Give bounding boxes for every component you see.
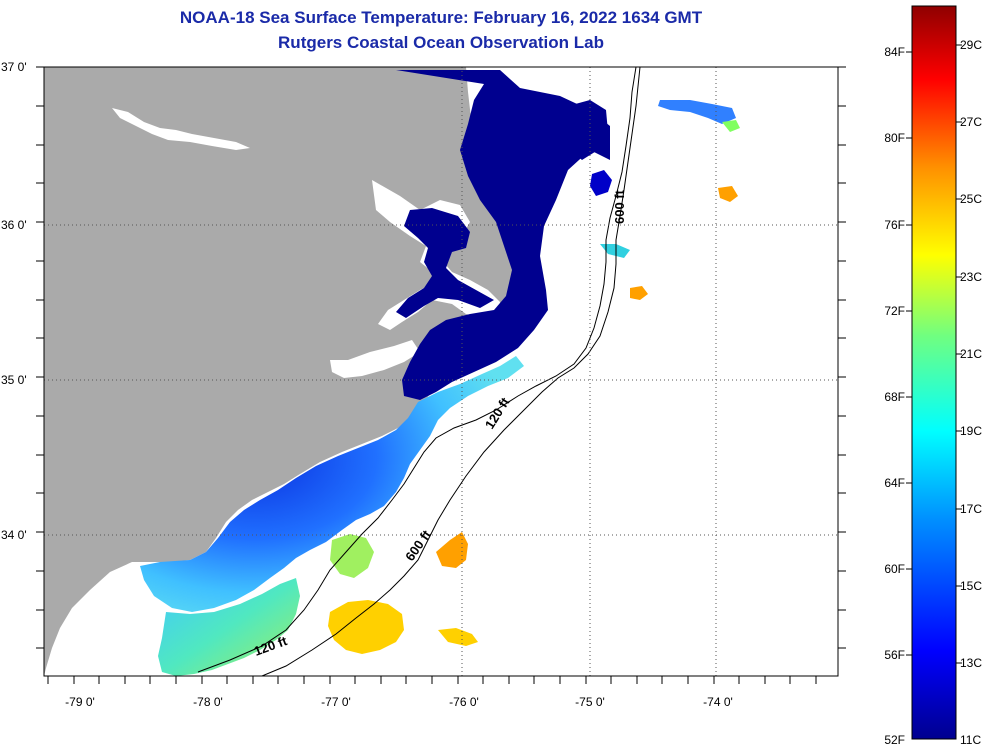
- sst-cold-patch-north: [566, 100, 608, 160]
- colorbar-c-label: 13C: [960, 656, 982, 670]
- colorbar-f-label: 68F: [884, 390, 905, 404]
- lon-label: -75 0': [575, 695, 605, 709]
- graticule: [44, 67, 838, 676]
- title-line-1: NOAA-18 Sea Surface Temperature: Februar…: [179, 8, 703, 27]
- colorbar-f-label: 84F: [884, 45, 905, 59]
- contour-120ft: [197, 67, 637, 673]
- contour-label-600ft-north: 600 ft: [612, 189, 627, 224]
- sst-warm-patch-2: [436, 532, 468, 568]
- colorbar-f-label: 56F: [884, 648, 905, 662]
- colorbar-c-label: 17C: [960, 502, 982, 516]
- lat-label: 36 0': [1, 218, 27, 232]
- colorbar-f-label: 76F: [884, 218, 905, 232]
- colorbar: [911, 5, 957, 740]
- sst-warm-patch-4: [630, 286, 648, 300]
- colorbar-f-label: 64F: [884, 476, 905, 490]
- colorbar-c-label: 15C: [960, 579, 982, 593]
- sst-southern-water: [158, 578, 300, 676]
- lat-label: 34 0': [1, 528, 27, 542]
- lon-label: -76 0': [449, 695, 479, 709]
- map-frame: [43, 66, 839, 677]
- colorbar-c-label: 23C: [960, 270, 982, 284]
- colorbar-c-label: 27C: [960, 115, 982, 129]
- albemarle-sound: [112, 108, 250, 150]
- colorbar-f-label: 52F: [884, 733, 905, 747]
- sst-nearshore-gradient: [140, 356, 524, 612]
- colorbar-c-label: 25C: [960, 192, 982, 206]
- sst-cyan-patch: [600, 244, 630, 258]
- contour-600ft: [261, 67, 641, 676]
- title-line-2: Rutgers Coastal Ocean Observation Lab: [278, 33, 604, 52]
- colorbar-f-label: 72F: [884, 304, 905, 318]
- lon-label: -77 0': [321, 695, 351, 709]
- sst-cold-band: [396, 70, 610, 400]
- colorbar-c-label: 21C: [960, 347, 982, 361]
- colorbar-f-label: 60F: [884, 562, 905, 576]
- colorbar-c-label: 19C: [960, 424, 982, 438]
- sst-warm-patch-3: [438, 628, 478, 646]
- sst-warm-patch-1: [328, 600, 404, 654]
- colorbar-f-label: 80F: [884, 131, 905, 145]
- neuse-river: [330, 340, 420, 378]
- sst-cool-patch-ne: [658, 100, 736, 124]
- colorbar-ticks: [906, 44, 962, 664]
- sst-warm-patch-ne: [722, 120, 740, 132]
- lon-label: -79 0': [65, 695, 95, 709]
- axis-ticks: [36, 66, 846, 684]
- lat-label: 35 0': [1, 373, 27, 387]
- sst-cold-patch-small: [590, 170, 612, 196]
- lon-label: -74 0': [703, 695, 733, 709]
- colorbar-c-label: 29C: [960, 38, 982, 52]
- sst-warm-patch-5: [718, 186, 738, 202]
- lat-label: 37 0': [1, 60, 27, 74]
- lon-label: -78 0': [193, 695, 223, 709]
- sst-green-patch: [330, 534, 374, 578]
- sst-cold-sound: [396, 208, 494, 318]
- colorbar-c-label: 11C: [960, 733, 981, 747]
